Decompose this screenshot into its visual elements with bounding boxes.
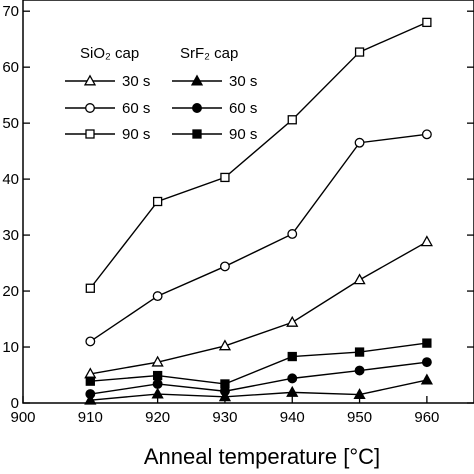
x-tick-label: 910: [78, 409, 103, 426]
legend-marker: [85, 103, 95, 113]
series-filled-circle: [85, 357, 432, 399]
series-filled-square: [85, 338, 432, 389]
data-point: [287, 115, 297, 125]
series-line: [90, 361, 427, 395]
series-line: [90, 342, 427, 385]
legend-label: 90 s: [229, 126, 257, 143]
series-filled-triangle: [84, 373, 433, 405]
y-tick-label: 20: [2, 283, 19, 300]
data-point: [422, 17, 432, 28]
data-point: [354, 47, 365, 57]
plot-frame: [22, 0, 474, 404]
y-tick-label: 10: [2, 339, 19, 356]
data-point: [218, 339, 232, 351]
y-tick-label: 0: [11, 395, 19, 412]
series-layer: [84, 17, 433, 405]
data-point: [151, 355, 164, 367]
data-point: [85, 283, 95, 293]
data-point: [152, 370, 163, 381]
legend-marker: [83, 74, 97, 86]
data-point: [354, 347, 365, 357]
y-tick-label: 70: [2, 3, 19, 20]
series-open-triangle: [84, 235, 433, 379]
legend-label: 60 s: [229, 100, 257, 117]
legend-layer: SiO₂ cap SrF₂ cap 30 s 60 s 90 s 30 s 60 s 90 s: [65, 45, 257, 143]
y-tick-label: 40: [2, 171, 19, 188]
legend-label: 90 s: [122, 126, 150, 143]
data-point: [85, 336, 96, 347]
x-tick-label: 940: [280, 409, 305, 426]
series-line: [89, 133, 427, 343]
data-point: [354, 365, 365, 376]
series-line: [90, 379, 428, 401]
x-tick-label: 930: [212, 409, 237, 426]
data-point: [220, 379, 230, 389]
legend-label: 30 s: [229, 73, 257, 90]
axis-layer: 900 910 920 930 940 950 960 0 10 20 30 40 50 60 70: [2, 3, 474, 426]
legend-marker: [85, 129, 95, 139]
legend-label: 30 s: [122, 73, 150, 90]
x-tick-label: 950: [347, 409, 372, 426]
data-point: [286, 315, 299, 327]
y-tick-label: 50: [2, 115, 19, 132]
x-tick-label: 960: [414, 409, 439, 426]
data-point: [353, 273, 366, 285]
legend-marker: [190, 74, 204, 86]
data-point: [152, 379, 163, 389]
data-point: [421, 129, 432, 140]
y-tick-label: 30: [2, 227, 19, 244]
data-point: [286, 385, 299, 397]
data-point: [219, 261, 230, 272]
legend-label: 60 s: [122, 100, 150, 117]
legend-marker: [192, 103, 202, 113]
data-point: [152, 196, 163, 207]
x-tick-label: 920: [145, 409, 170, 426]
data-point: [152, 291, 163, 302]
data-point: [421, 357, 432, 368]
series-line: [90, 241, 428, 375]
data-point: [354, 137, 365, 148]
data-point: [85, 376, 95, 386]
legend-marker: [192, 129, 202, 139]
series-open-circle: [85, 129, 432, 347]
data-point: [287, 229, 298, 239]
data-point: [420, 373, 433, 385]
data-point: [422, 338, 432, 348]
y-tick-label: 60: [2, 59, 19, 76]
x-tick-label: 900: [10, 409, 35, 426]
series-open-square: [85, 17, 432, 293]
data-point: [287, 373, 298, 384]
legend-header: SrF₂ cap: [180, 45, 238, 62]
data-point: [287, 351, 297, 362]
x-axis-title: Anneal temperature [°C]: [144, 444, 380, 469]
series-line: [89, 21, 428, 289]
data-point: [420, 235, 433, 247]
data-point: [220, 172, 230, 183]
legend-header: SiO₂ cap: [80, 45, 139, 62]
